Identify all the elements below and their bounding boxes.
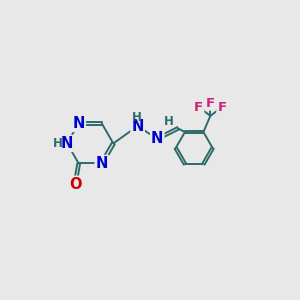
Text: F: F [194,100,203,114]
Text: N: N [61,136,73,151]
Text: N: N [151,131,164,146]
Text: N: N [96,156,108,171]
Text: N: N [131,118,144,134]
Text: F: F [206,97,215,110]
Text: H: H [164,115,174,128]
Text: N: N [73,116,85,131]
Text: O: O [69,177,82,192]
Text: F: F [217,100,226,114]
Text: H: H [52,137,62,150]
Text: H: H [131,111,141,124]
